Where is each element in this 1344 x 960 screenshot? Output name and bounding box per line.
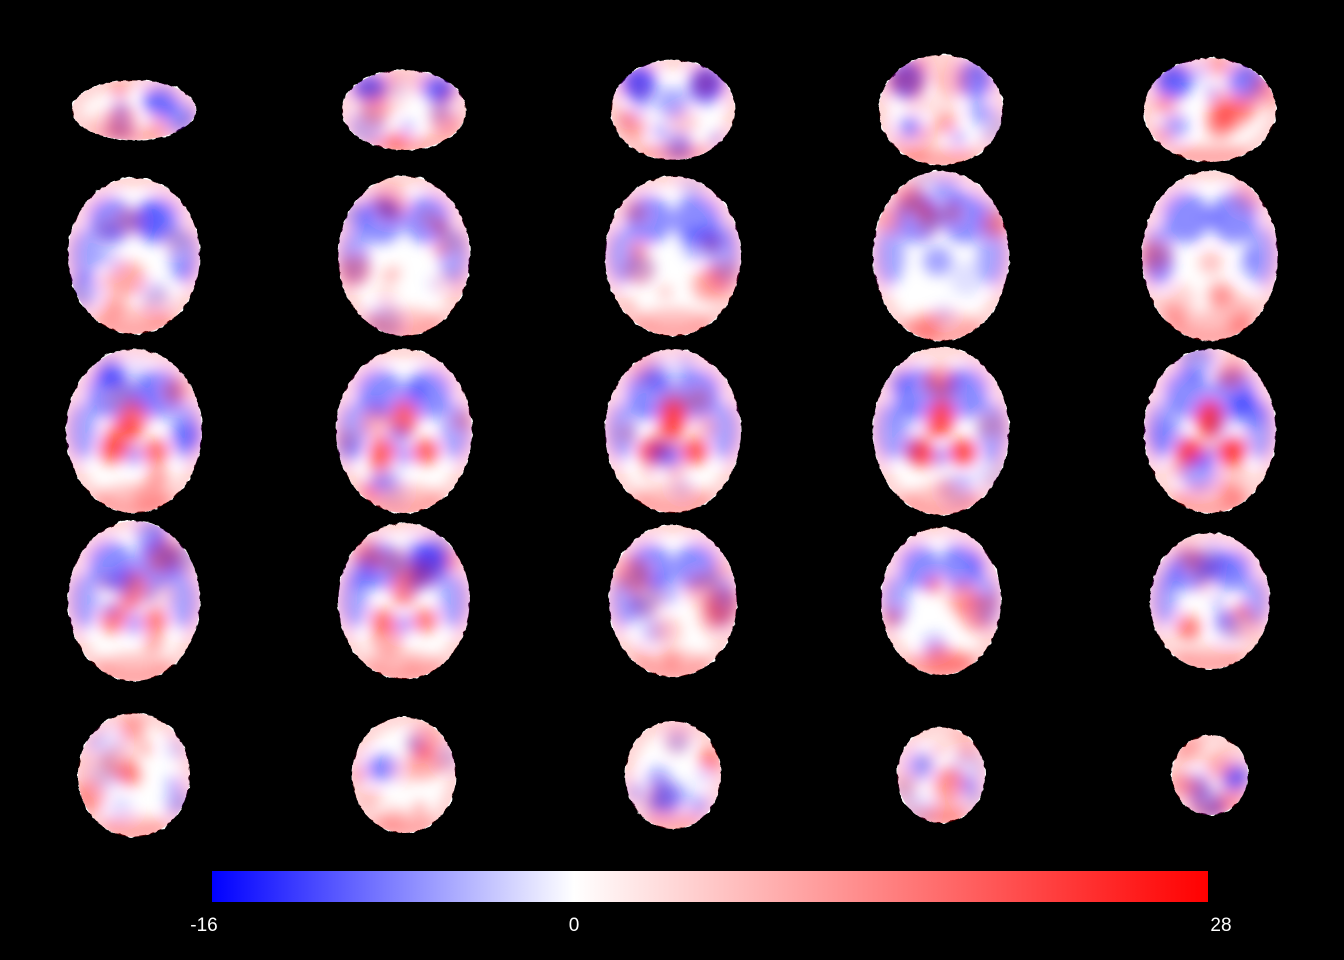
brain-slice-montage [66,55,1278,837]
brain-slice [611,60,735,160]
brain-slice [897,727,985,823]
brain-slice [873,171,1009,341]
brain-slice [72,80,196,140]
brain-slice [1144,349,1276,513]
brain-slice [336,349,472,513]
brain-slice [1172,735,1248,815]
brain-slice [625,721,721,829]
brain-slice [78,713,190,837]
brain-slice [342,70,466,150]
brain-slice [879,55,1003,165]
brain-slice [1144,58,1276,162]
brain-slice [338,176,470,336]
brain-slice [873,347,1009,515]
brain-slice [609,525,737,677]
colorbar-max-label: 28 [1210,915,1232,936]
brain-slice [338,523,470,679]
colorbar-zero-label: 0 [568,915,580,936]
brain-slice [68,521,200,681]
brain-slice [605,349,741,513]
brain-slice [352,717,456,833]
brain-slice [68,178,200,334]
brain-slice [1142,171,1278,341]
brain-slice [1150,533,1270,669]
brain-slice [66,349,202,513]
colorbar-min-label: -16 [190,915,218,936]
brain-slice [605,176,741,336]
brain-slice [881,527,1001,675]
colorbar [212,871,1208,902]
